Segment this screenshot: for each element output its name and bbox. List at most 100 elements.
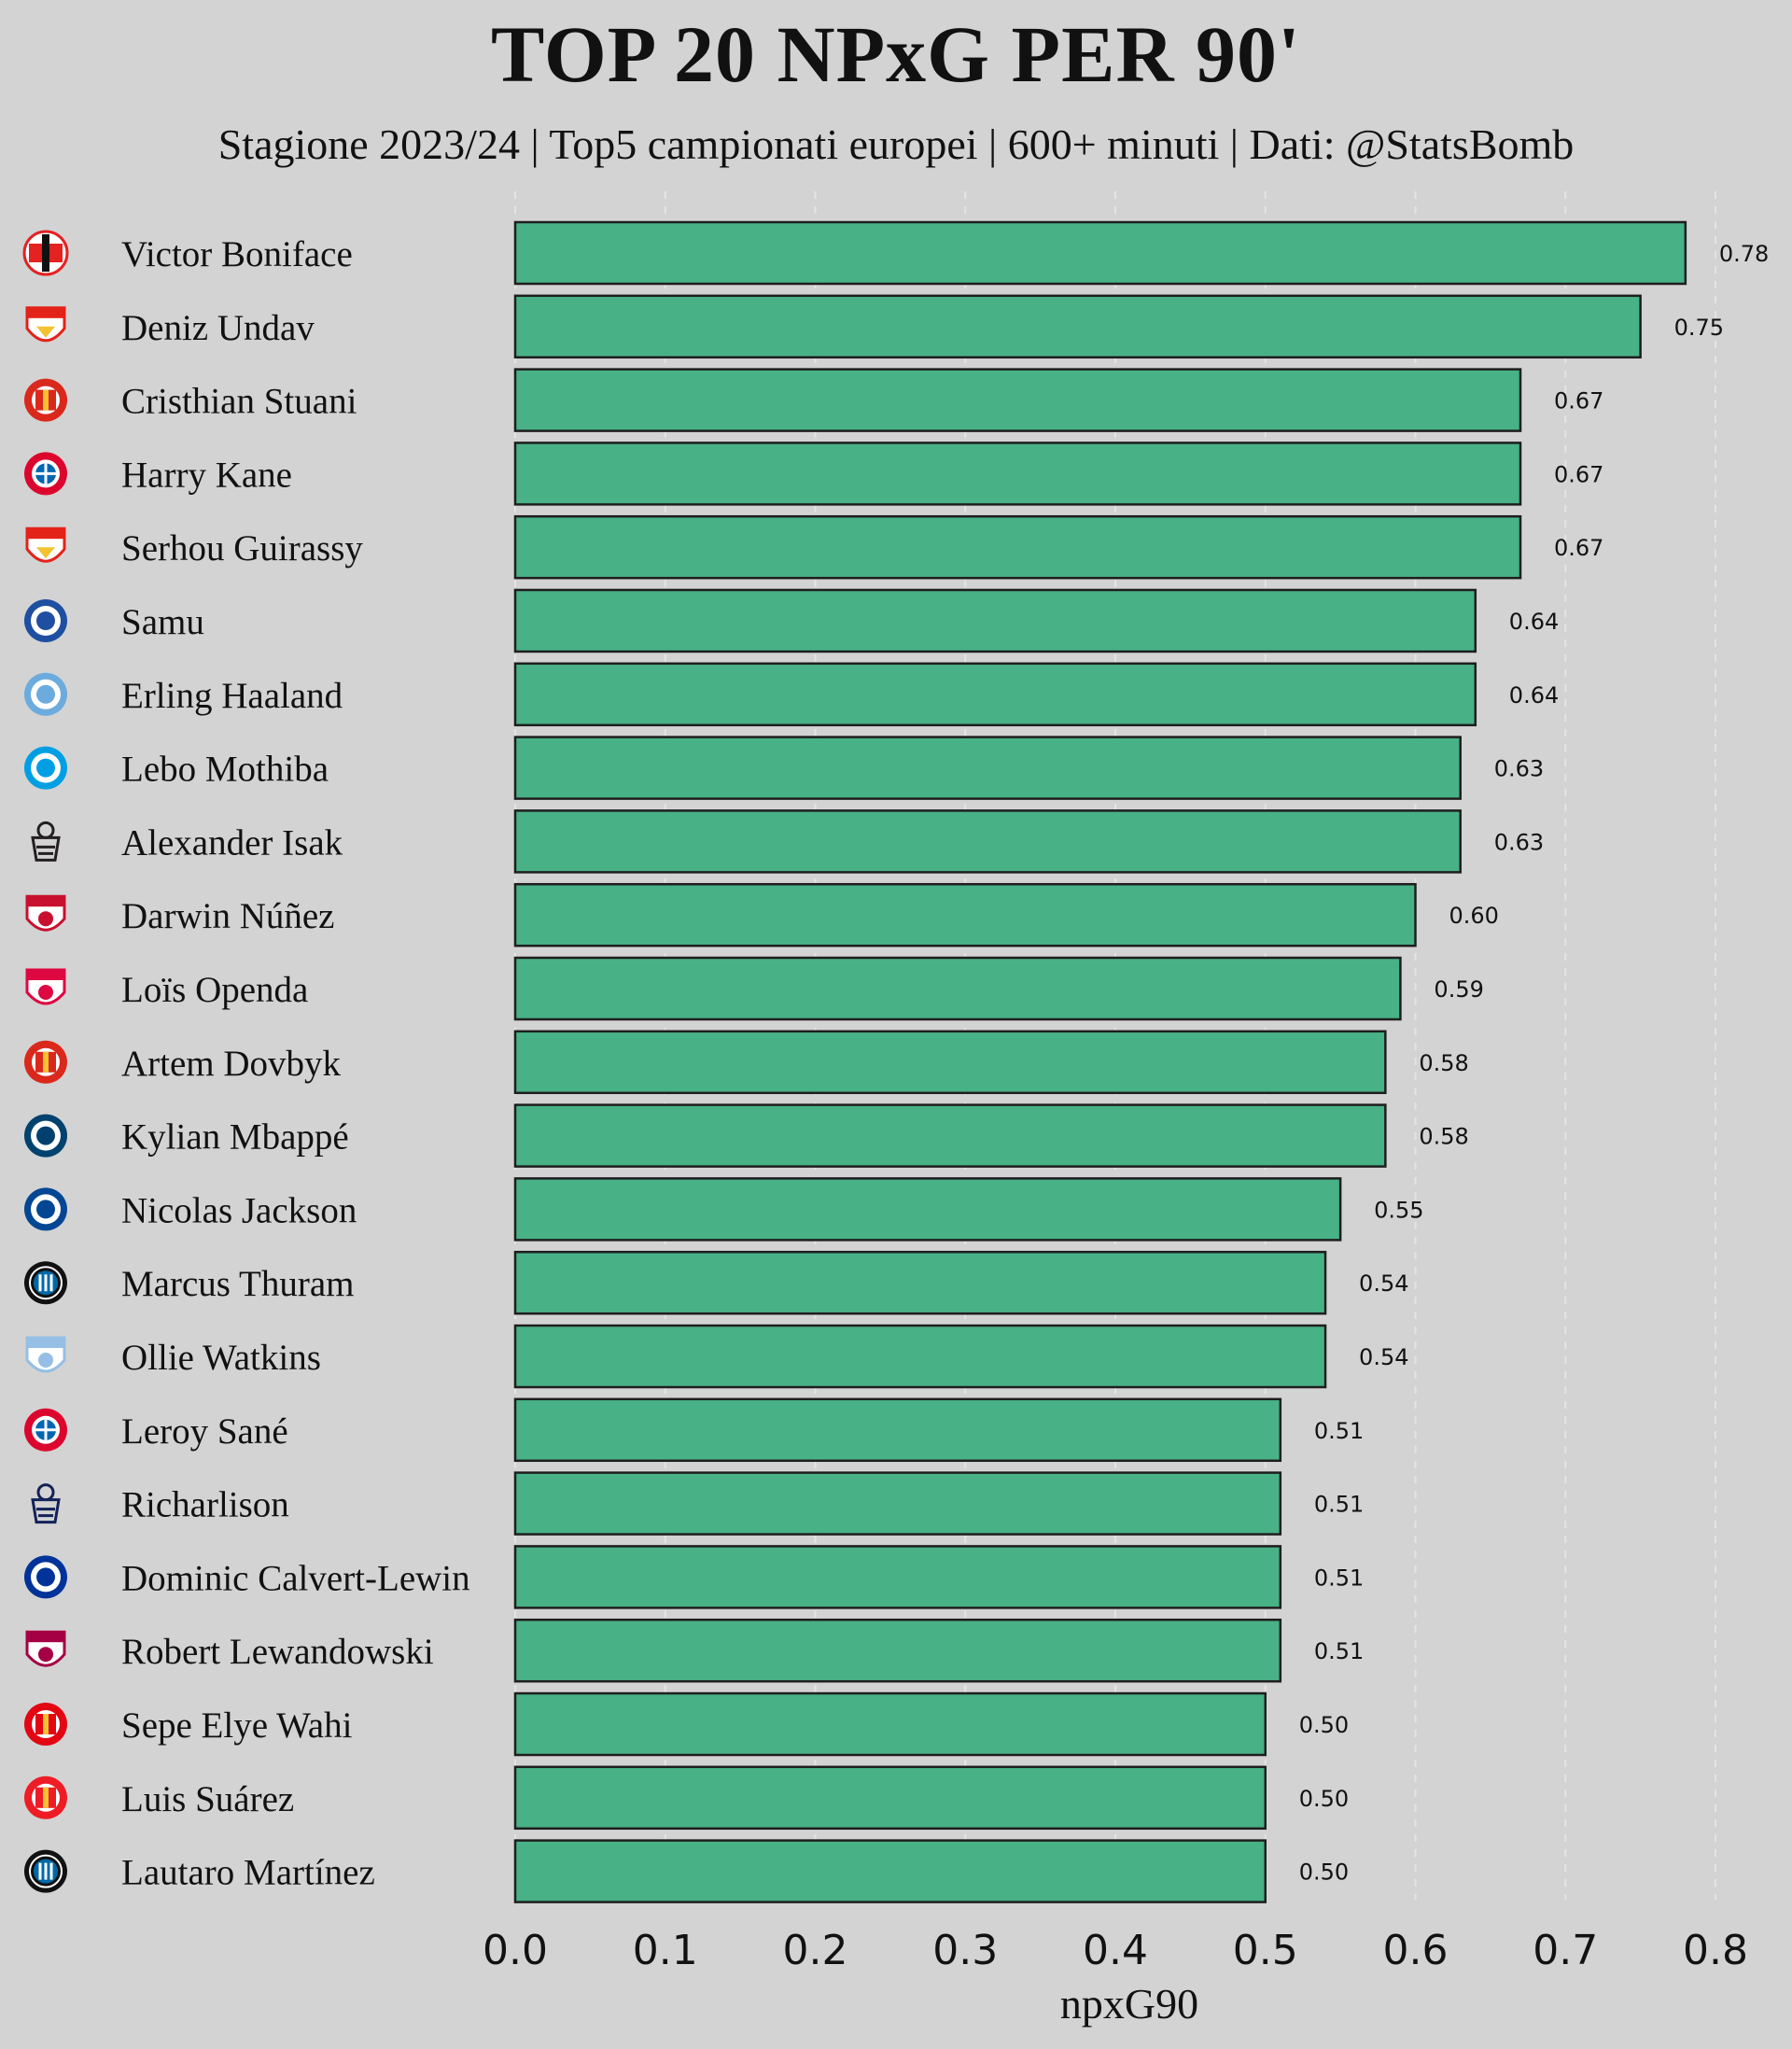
value-label: 0.78 bbox=[1719, 241, 1769, 267]
player-label: Richarlison bbox=[121, 1485, 289, 1525]
player-label: Darwin Núñez bbox=[121, 896, 335, 936]
chart-subtitle: Stagione 2023/24 | Top5 campionati europ… bbox=[217, 120, 1575, 168]
value-label: 0.51 bbox=[1314, 1492, 1364, 1518]
player-label: Erling Haaland bbox=[121, 676, 343, 716]
value-labels: 0.78 0.75 0.67 0.67 0.67 0.64 0.64 0.63 0.63 0.60… bbox=[1299, 241, 1770, 1886]
stuttgart-badge-icon bbox=[25, 306, 66, 343]
player-label: Cristhian Stuani bbox=[121, 382, 357, 422]
x-tick-label: 0.4 bbox=[1083, 1927, 1148, 1974]
value-label: 0.50 bbox=[1299, 1786, 1349, 1812]
value-label: 0.55 bbox=[1374, 1197, 1423, 1223]
value-label: 0.51 bbox=[1314, 1565, 1364, 1591]
leverkusen-badge-icon bbox=[22, 230, 69, 276]
bar bbox=[513, 956, 1402, 1021]
x-tick-label: 0.2 bbox=[783, 1927, 848, 1974]
bar bbox=[513, 662, 1477, 727]
value-label: 0.50 bbox=[1299, 1860, 1349, 1886]
x-axis-title: npxG90 bbox=[1060, 1980, 1198, 2028]
bar bbox=[513, 1397, 1282, 1463]
bar bbox=[513, 1765, 1267, 1831]
bar bbox=[513, 1618, 1282, 1683]
bar bbox=[513, 1324, 1327, 1389]
bar bbox=[513, 514, 1522, 580]
chelsea-badge-icon bbox=[24, 1187, 67, 1231]
bar bbox=[513, 736, 1462, 800]
bar bbox=[513, 1839, 1267, 1903]
player-label: Serhou Guirassy bbox=[121, 528, 363, 568]
girona-badge-icon bbox=[24, 378, 67, 422]
leipzig-badge-icon bbox=[25, 968, 66, 1005]
value-label: 0.54 bbox=[1359, 1344, 1408, 1370]
value-label: 0.54 bbox=[1359, 1270, 1408, 1297]
x-axis-ticks: 0.0 0.1 0.2 0.3 0.4 0.5 0.6 0.7 0.8 bbox=[483, 1927, 1748, 1974]
bar bbox=[513, 294, 1642, 359]
player-label: Marcus Thuram bbox=[121, 1264, 354, 1304]
player-label: Alexander Isak bbox=[121, 822, 343, 863]
bar bbox=[513, 1030, 1387, 1095]
value-label: 0.67 bbox=[1554, 535, 1603, 561]
value-label: 0.60 bbox=[1449, 903, 1499, 929]
strasbourg-badge-icon bbox=[24, 746, 67, 790]
value-label: 0.50 bbox=[1299, 1712, 1349, 1738]
player-label: Leroy Sané bbox=[121, 1411, 288, 1452]
x-tick-label: 0.7 bbox=[1533, 1927, 1598, 1974]
bar bbox=[513, 368, 1522, 432]
player-label: Ollie Watkins bbox=[121, 1338, 321, 1378]
bar bbox=[513, 1471, 1282, 1536]
bar bbox=[513, 809, 1462, 874]
player-label: Victor Boniface bbox=[121, 234, 353, 274]
psg-badge-icon bbox=[24, 1114, 67, 1158]
almeria-badge-icon bbox=[24, 1775, 67, 1819]
bar bbox=[513, 1250, 1327, 1315]
player-label: Deniz Undav bbox=[121, 308, 315, 348]
inter-badge-icon bbox=[24, 1849, 67, 1893]
x-tick-label: 0.8 bbox=[1683, 1927, 1748, 1974]
x-tick-label: 0.0 bbox=[483, 1927, 548, 1974]
bar bbox=[513, 588, 1477, 653]
value-label: 0.67 bbox=[1554, 388, 1603, 414]
value-label: 0.58 bbox=[1419, 1050, 1468, 1076]
value-label: 0.59 bbox=[1434, 976, 1483, 1003]
bayern-badge-icon bbox=[24, 1408, 67, 1452]
player-label: Samu bbox=[121, 602, 204, 642]
club-badges bbox=[22, 230, 69, 1893]
value-label: 0.63 bbox=[1494, 756, 1544, 782]
everton-badge-icon bbox=[24, 1555, 67, 1599]
inter-badge-icon bbox=[24, 1261, 67, 1305]
bar bbox=[513, 882, 1417, 947]
player-label: Sepe Elye Wahi bbox=[121, 1705, 353, 1746]
value-label: 0.64 bbox=[1509, 609, 1559, 635]
bar bbox=[513, 1691, 1267, 1757]
liverpool-badge-icon bbox=[25, 894, 66, 932]
bar bbox=[513, 442, 1522, 506]
player-label: Luis Suárez bbox=[121, 1779, 294, 1819]
value-label: 0.64 bbox=[1509, 682, 1559, 709]
bar bbox=[513, 1103, 1387, 1168]
player-labels: Victor Boniface Deniz Undav Cristhian Stua… bbox=[121, 234, 470, 1893]
x-tick-label: 0.6 bbox=[1383, 1927, 1449, 1974]
value-label: 0.75 bbox=[1674, 315, 1724, 341]
value-label: 0.67 bbox=[1554, 461, 1603, 487]
stuttgart-badge-icon bbox=[25, 526, 66, 563]
newcastle-badge-icon bbox=[31, 821, 61, 862]
value-label: 0.63 bbox=[1494, 829, 1544, 855]
bars bbox=[513, 220, 1687, 1903]
player-label: Lautaro Martínez bbox=[121, 1853, 375, 1893]
bayern-badge-icon bbox=[24, 452, 67, 496]
chart-title: TOP 20 NPxG PER 90' bbox=[491, 9, 1301, 99]
bar bbox=[513, 1177, 1342, 1242]
bar bbox=[513, 220, 1687, 286]
x-tick-label: 0.1 bbox=[633, 1927, 698, 1974]
player-label: Lebo Mothiba bbox=[121, 750, 329, 790]
lens-badge-icon bbox=[24, 1703, 67, 1746]
player-label: Dominic Calvert-Lewin bbox=[121, 1558, 470, 1598]
player-label: Nicolas Jackson bbox=[121, 1190, 357, 1230]
value-label: 0.51 bbox=[1314, 1638, 1364, 1664]
x-tick-label: 0.5 bbox=[1233, 1927, 1298, 1974]
player-label: Harry Kane bbox=[121, 455, 292, 495]
player-label: Artem Dovbyk bbox=[121, 1044, 342, 1084]
barcelona-badge-icon bbox=[25, 1630, 66, 1667]
player-label: Robert Lewandowski bbox=[121, 1632, 434, 1672]
manchester-city-badge-icon bbox=[24, 672, 67, 716]
